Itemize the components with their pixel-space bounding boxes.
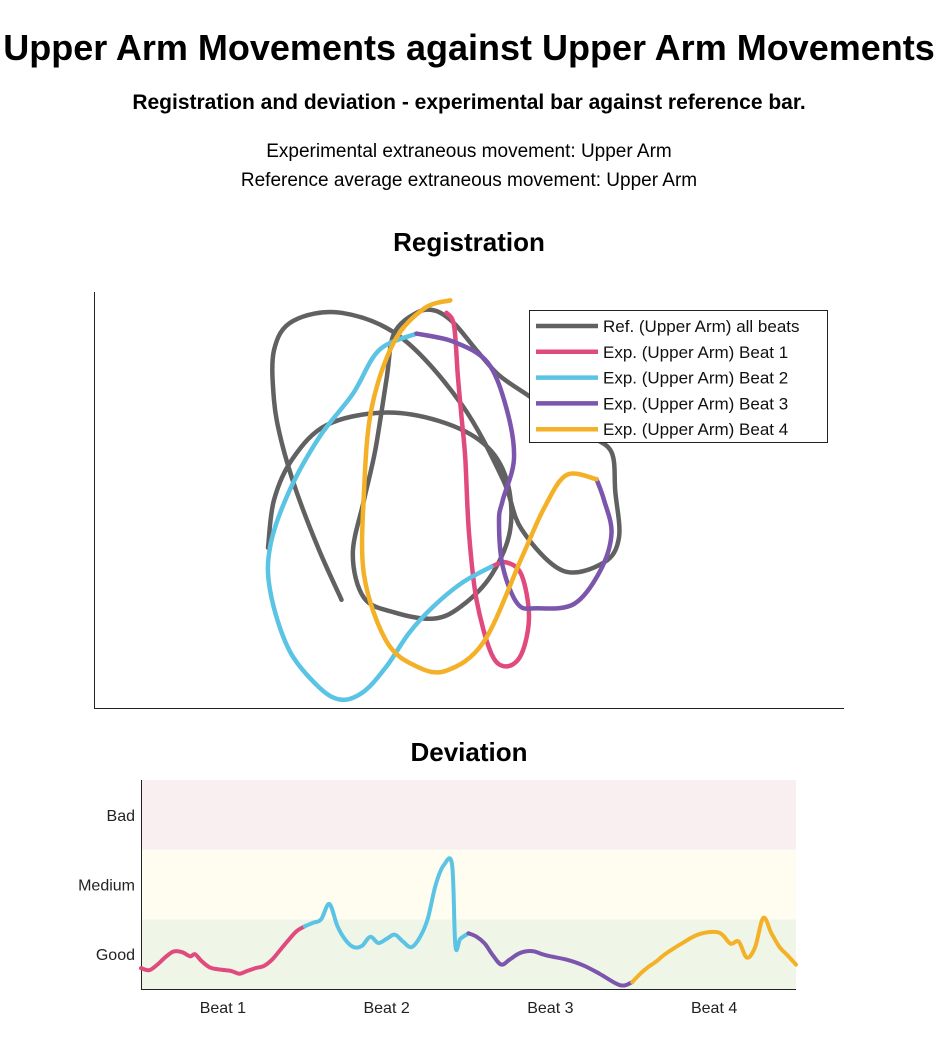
registration-series-beat-1: [444, 310, 532, 669]
band-good: [141, 919, 796, 989]
experimental-info: Experimental extraneous movement: Upper …: [266, 141, 672, 162]
x-tick-beat-4: Beat 4: [691, 1000, 737, 1017]
legend-label-4: Exp. (Upper Arm) Beat 4: [603, 420, 788, 439]
page-subtitle: Registration and deviation - experimenta…: [132, 91, 806, 114]
deviation-series-beat-2: [302, 856, 471, 953]
band-medium: [141, 849, 796, 920]
page-title: Upper Arm Movements against Upper Arm Mo…: [3, 27, 935, 68]
band-bad: [141, 780, 796, 850]
deviation-plot: Good Medium Bad Beat 1 Beat 2 Beat 3 Beat 4: [78, 780, 798, 1017]
y-tick-bad: Bad: [107, 808, 135, 825]
registration-legend: Ref. (Upper Arm) all beats Exp. (Upper Ar…: [529, 310, 828, 443]
deviation-series-beat-3: [466, 931, 635, 988]
legend-label-2: Exp. (Upper Arm) Beat 2: [603, 369, 788, 388]
deviation-title: Deviation: [410, 737, 528, 767]
x-tick-beat-1: Beat 1: [200, 1000, 246, 1017]
registration-series-beat-2: [265, 331, 494, 703]
legend-label-1: Exp. (Upper Arm) Beat 1: [603, 343, 788, 362]
x-tick-beat-3: Beat 3: [527, 1000, 573, 1017]
registration-series-beat-3: [414, 331, 614, 611]
deviation-series-beat-1: [139, 924, 307, 976]
registration-series-beat-4: [359, 298, 599, 675]
registration-series-reference: [265, 307, 622, 622]
registration-title: Registration: [393, 227, 545, 257]
x-tick-beat-2: Beat 2: [363, 1000, 409, 1017]
y-tick-medium: Medium: [78, 878, 135, 895]
registration-plot: [94, 292, 844, 709]
deviation-series-beat-4: [630, 915, 798, 984]
y-tick-good: Good: [96, 947, 135, 964]
legend-label-0: Ref. (Upper Arm) all beats: [603, 317, 800, 336]
reference-info: Reference average extraneous movement: U…: [240, 170, 698, 191]
legend-label-3: Exp. (Upper Arm) Beat 3: [603, 394, 788, 413]
